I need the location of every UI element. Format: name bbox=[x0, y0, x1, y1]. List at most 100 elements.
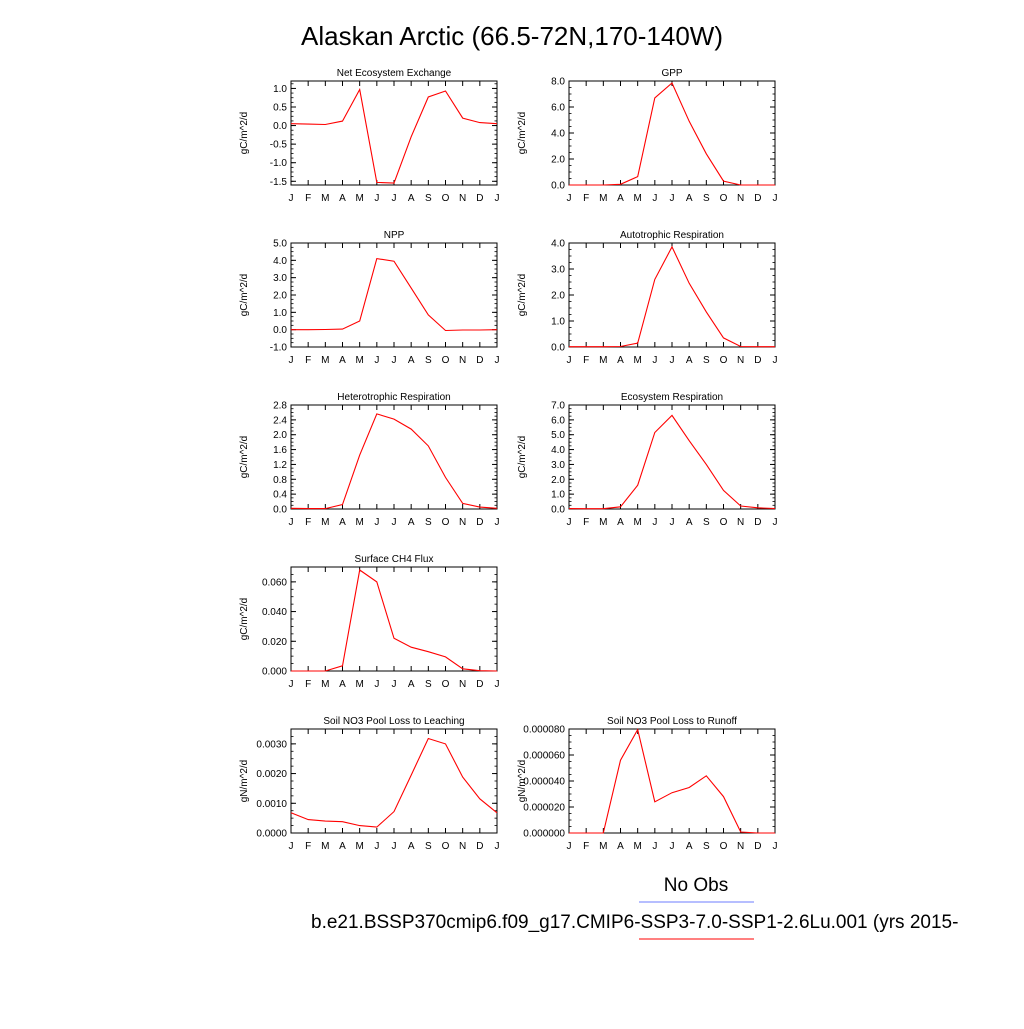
x-tick-label: J bbox=[567, 517, 572, 528]
panel-7: Surface CH4 Flux gC/m^2/d 0.060 0.040 0.020 0… bbox=[239, 554, 500, 690]
x-tick-label: J bbox=[773, 355, 778, 366]
x-tick-label: D bbox=[476, 841, 483, 852]
x-tick-label: N bbox=[459, 841, 466, 852]
plot-frame bbox=[568, 728, 776, 834]
x-tick-label: F bbox=[583, 193, 589, 204]
x-tick-label: M bbox=[321, 355, 329, 366]
x-tick-label: J bbox=[374, 355, 379, 366]
legend-case-label: b.e21.BSSP370cmip6.f09_g17.CMIP6-SSP3-7.… bbox=[311, 912, 958, 933]
x-tick-label: J bbox=[374, 517, 379, 528]
y-tick-label: 6.0 bbox=[551, 415, 565, 426]
x-tick-label: F bbox=[305, 679, 311, 690]
y-tick-label: 0.0010 bbox=[256, 799, 287, 810]
x-tick-label: M bbox=[321, 193, 329, 204]
y-tick-label: 4.0 bbox=[273, 256, 287, 267]
y-axis-label: gC/m^2/d bbox=[517, 436, 528, 479]
x-tick-label: D bbox=[754, 193, 761, 204]
panel-9: Soil NO3 Pool Loss to RunoffgN/m^2/d0.00… bbox=[517, 716, 778, 852]
x-tick-label: J bbox=[289, 193, 294, 204]
x-tick-label: J bbox=[495, 679, 500, 690]
y-tick-label: 1.0 bbox=[551, 490, 565, 501]
x-tick-label: J bbox=[289, 355, 294, 366]
y-tick-label: 4.0 bbox=[551, 239, 565, 250]
y-tick-label: 0.0030 bbox=[256, 739, 287, 750]
y-tick-label: 0.0 bbox=[273, 121, 287, 132]
x-tick-label: F bbox=[305, 193, 311, 204]
x-tick-label: M bbox=[355, 517, 363, 528]
panel-6: Ecosystem Respiration gC/m^2/d 7.0 6.0 5.0 4.… bbox=[517, 392, 778, 528]
y-tick-label: 0.0 bbox=[551, 505, 565, 516]
x-tick-label: S bbox=[425, 193, 432, 204]
x-tick-label: N bbox=[459, 517, 466, 528]
panel-title: Heterotrophic Respiration bbox=[337, 392, 450, 403]
y-tick-label: -1.0 bbox=[270, 343, 288, 354]
series-line bbox=[569, 728, 775, 834]
x-tick-label: A bbox=[617, 517, 624, 528]
x-tick-label: O bbox=[720, 517, 728, 528]
panel-title: Ecosystem Respiration bbox=[621, 392, 723, 403]
panel-title: Net Ecosystem Exchange bbox=[337, 68, 452, 79]
x-tick-label: N bbox=[459, 679, 466, 690]
x-tick-label: J bbox=[773, 193, 778, 204]
y-tick-label: 2.0 bbox=[273, 291, 287, 302]
x-tick-label: J bbox=[567, 355, 572, 366]
plot-frame bbox=[290, 566, 498, 672]
x-tick-label: J bbox=[652, 517, 657, 528]
panel-title: Autotrophic Respiration bbox=[620, 230, 724, 241]
x-tick-label: M bbox=[355, 193, 363, 204]
plot-frame bbox=[568, 80, 776, 186]
y-axis-label: gC/m^2/d bbox=[517, 112, 528, 155]
x-tick-label: J bbox=[773, 841, 778, 852]
x-tick-label: M bbox=[633, 841, 641, 852]
x-tick-label: O bbox=[720, 355, 728, 366]
x-tick-label: N bbox=[737, 841, 744, 852]
y-tick-label: 0.0000 bbox=[256, 829, 287, 840]
x-tick-label: M bbox=[321, 517, 329, 528]
x-tick-label: J bbox=[652, 841, 657, 852]
x-tick-label: A bbox=[686, 355, 693, 366]
y-tick-label: 0.4 bbox=[273, 490, 287, 501]
x-tick-label: J bbox=[652, 355, 657, 366]
x-tick-label: D bbox=[754, 517, 761, 528]
y-tick-label: 6.0 bbox=[551, 103, 565, 114]
x-tick-label: M bbox=[633, 355, 641, 366]
y-tick-label: 2.0 bbox=[551, 475, 565, 486]
series-line bbox=[290, 737, 498, 828]
plot-frame bbox=[290, 80, 498, 186]
x-tick-label: F bbox=[305, 517, 311, 528]
x-tick-label: S bbox=[703, 841, 710, 852]
plot-frame bbox=[568, 242, 776, 348]
x-tick-label: J bbox=[392, 679, 397, 690]
y-tick-label: 2.0 bbox=[551, 291, 565, 302]
y-tick-label: 0.0020 bbox=[256, 769, 287, 780]
y-tick-label: 0.8 bbox=[273, 475, 287, 486]
x-tick-label: J bbox=[567, 193, 572, 204]
x-tick-label: A bbox=[617, 841, 624, 852]
plot-frame bbox=[568, 404, 776, 510]
x-tick-label: A bbox=[408, 841, 415, 852]
panels: Net Ecosystem Exchange gC/m^2/d 1.0 0.5 0.0 -… bbox=[239, 68, 778, 852]
x-tick-label: A bbox=[408, 679, 415, 690]
panel-title: Soil NO3 Pool Loss to Leaching bbox=[323, 716, 464, 727]
x-tick-label: A bbox=[408, 193, 415, 204]
y-tick-label: 8.0 bbox=[551, 77, 565, 88]
x-tick-label: S bbox=[703, 193, 710, 204]
y-tick-label: 4.0 bbox=[551, 445, 565, 456]
panel-4: Autotrophic Respiration gC/m^2/d 4.0 3.0 2.0… bbox=[517, 230, 778, 366]
y-tick-label: 5.0 bbox=[551, 430, 565, 441]
y-tick-label: 0.0 bbox=[273, 325, 287, 336]
y-tick-label: 3.0 bbox=[273, 273, 287, 284]
x-tick-label: N bbox=[737, 517, 744, 528]
x-tick-label: A bbox=[686, 841, 693, 852]
x-tick-label: A bbox=[339, 355, 346, 366]
y-tick-label: 1.0 bbox=[273, 84, 287, 95]
y-tick-label: 1.6 bbox=[273, 445, 287, 456]
x-tick-label: A bbox=[686, 517, 693, 528]
y-tick-label: 0.060 bbox=[262, 577, 287, 588]
panel-title: GPP bbox=[661, 68, 682, 79]
x-tick-label: J bbox=[567, 841, 572, 852]
panel-title: NPP bbox=[384, 230, 405, 241]
x-tick-label: M bbox=[633, 193, 641, 204]
x-tick-label: M bbox=[599, 517, 607, 528]
y-axis-label: gN/m^2/d bbox=[517, 760, 528, 803]
